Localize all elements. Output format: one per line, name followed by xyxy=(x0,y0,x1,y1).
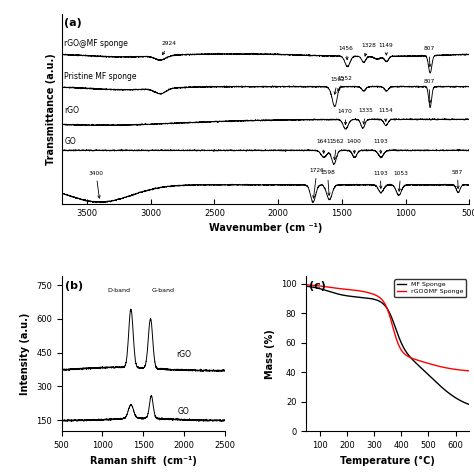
rGO⊙MF Sponge xyxy=(427,361,433,367)
X-axis label: Raman shift  (cm⁻¹): Raman shift (cm⁻¹) xyxy=(90,456,197,465)
Text: (a): (a) xyxy=(64,18,82,28)
Text: GO: GO xyxy=(178,407,190,416)
Text: 1400: 1400 xyxy=(346,139,361,153)
Text: G-band: G-band xyxy=(151,288,174,293)
Y-axis label: Intensity (a.u.): Intensity (a.u.) xyxy=(20,312,30,395)
MF Sponge xyxy=(407,354,413,360)
Text: 2924: 2924 xyxy=(162,41,177,55)
Text: 1193: 1193 xyxy=(373,171,388,188)
MF Sponge xyxy=(398,339,404,345)
Text: 587: 587 xyxy=(452,170,463,188)
Text: rGO: rGO xyxy=(176,350,191,359)
Line: MF Sponge: MF Sponge xyxy=(306,286,469,404)
Line: rGO⊙MF Sponge: rGO⊙MF Sponge xyxy=(306,285,469,371)
Legend: MF Sponge, rGO⊙MF Sponge: MF Sponge, rGO⊙MF Sponge xyxy=(394,279,466,297)
Text: Pristine MF sponge: Pristine MF sponge xyxy=(64,72,137,81)
MF Sponge xyxy=(427,374,433,379)
Text: 1053: 1053 xyxy=(393,171,408,191)
MF Sponge xyxy=(402,347,408,353)
Text: 1562: 1562 xyxy=(330,77,345,94)
Text: 1470: 1470 xyxy=(337,109,353,125)
Text: 807: 807 xyxy=(423,46,435,66)
Text: 1154: 1154 xyxy=(378,109,392,121)
X-axis label: Wavenumber (cm ⁻¹): Wavenumber (cm ⁻¹) xyxy=(209,223,322,233)
Text: 1456: 1456 xyxy=(339,46,354,60)
rGO⊙MF Sponge xyxy=(444,365,449,371)
Text: 1641: 1641 xyxy=(316,139,330,153)
Text: rGO@MF sponge: rGO@MF sponge xyxy=(64,39,128,48)
rGO⊙MF Sponge xyxy=(407,355,413,360)
rGO⊙MF Sponge xyxy=(466,368,472,374)
Y-axis label: Transmittance (a.u.): Transmittance (a.u.) xyxy=(46,53,56,165)
MF Sponge xyxy=(466,401,472,407)
Text: 1598: 1598 xyxy=(320,170,335,195)
Text: 1335: 1335 xyxy=(359,109,374,124)
Y-axis label: Mass (%): Mass (%) xyxy=(265,329,275,379)
Text: GO: GO xyxy=(64,137,76,146)
Text: 1562: 1562 xyxy=(329,139,344,160)
Text: 807: 807 xyxy=(423,79,435,103)
Text: 1328: 1328 xyxy=(361,43,376,56)
X-axis label: Temperature (°C): Temperature (°C) xyxy=(340,456,435,465)
Text: (c): (c) xyxy=(310,281,326,291)
rGO⊙MF Sponge xyxy=(313,283,319,288)
Text: 1552: 1552 xyxy=(337,76,352,91)
Text: 1193: 1193 xyxy=(373,139,388,153)
Text: 1149: 1149 xyxy=(379,43,393,55)
Text: rGO: rGO xyxy=(64,106,79,115)
rGO⊙MF Sponge xyxy=(402,352,408,357)
Text: 3400: 3400 xyxy=(89,171,103,198)
Text: D-band: D-band xyxy=(107,288,130,293)
Text: (b): (b) xyxy=(65,281,83,291)
Text: 1726: 1726 xyxy=(310,168,324,198)
rGO⊙MF Sponge xyxy=(398,346,404,352)
rGO⊙MF Sponge xyxy=(303,282,309,288)
MF Sponge xyxy=(303,283,309,289)
MF Sponge xyxy=(444,389,449,394)
MF Sponge xyxy=(313,285,319,291)
